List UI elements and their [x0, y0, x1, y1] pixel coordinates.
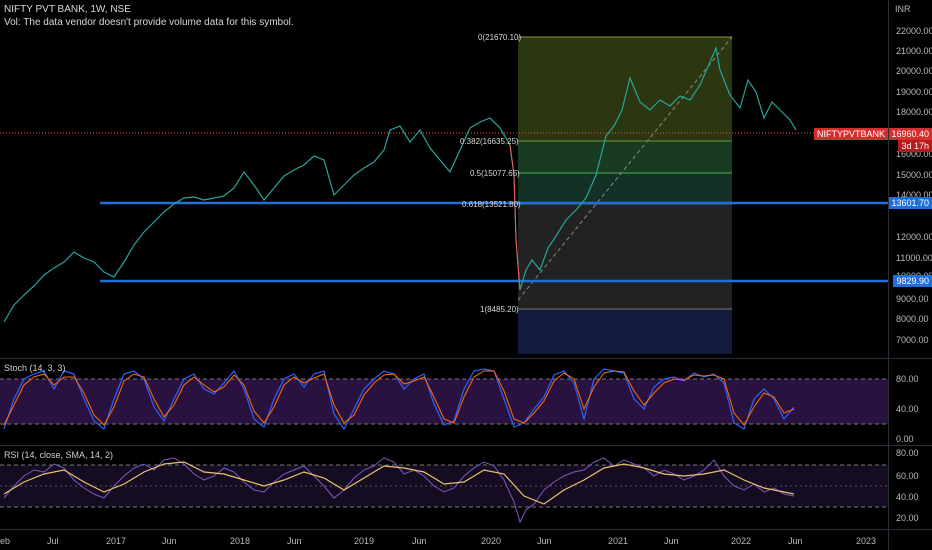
time-tick: Jun [412, 536, 427, 546]
stoch-band [0, 379, 888, 424]
price-series-down [509, 144, 521, 291]
time-tick: 2019 [354, 536, 375, 546]
fib-zone-0-0382 [518, 37, 732, 141]
time-axis-separator [0, 529, 932, 530]
price-tick: 7000.00 [896, 335, 929, 345]
level-lower-label[interactable]: 9829.90 [893, 275, 932, 287]
stoch-title[interactable]: Stoch (14, 3, 3) [4, 363, 66, 373]
time-tick: Jun [788, 536, 803, 546]
price-tick: 14000.00 [896, 190, 932, 200]
price-axis-border [888, 0, 889, 550]
rsi-line [3, 457, 795, 524]
time-tick: eb [0, 536, 11, 546]
price-tick: 8000.00 [896, 314, 929, 324]
price-tick: 11000.00 [896, 253, 932, 263]
price-series [3, 45, 797, 323]
time-tick: 2018 [230, 536, 251, 546]
fib-label-0: 0(21670.10) [478, 33, 522, 42]
price-tick: 15000.00 [896, 170, 932, 180]
fib-label-1: 1(8485.20) [480, 305, 519, 314]
time-tick: Jul [47, 536, 59, 546]
rsi-ma-line [3, 461, 795, 505]
fib-zone-extension [518, 309, 732, 354]
fib-zone-05-0618 [518, 173, 732, 204]
price-tick: 9000.00 [896, 294, 929, 304]
price-tick: 21000.00 [896, 46, 932, 56]
time-tick: 2020 [481, 536, 502, 546]
stoch-tick: 0.00 [896, 434, 914, 444]
fib-label-0618: 0.618(13521.80) [462, 200, 521, 209]
stoch-tick: 80.00 [896, 374, 919, 384]
volume-note: Vol: The data vendor doesn't provide vol… [4, 17, 294, 28]
fib-label-0382: 0.382(16635.25) [460, 137, 519, 146]
time-tick: Jun [537, 536, 552, 546]
rsi-title[interactable]: RSI (14, close, SMA, 14, 2) [4, 450, 114, 460]
chart-title: NIFTY PVT BANK, 1W, NSE [4, 4, 131, 15]
price-tick: 18000.00 [896, 107, 932, 117]
price-tick: 19000.00 [896, 87, 932, 97]
time-tick: 2017 [106, 536, 127, 546]
fib-retracement[interactable] [517, 36, 733, 354]
fib-zone-0618-1 [518, 204, 732, 309]
fib-label-05: 0.5(15077.65) [470, 169, 520, 178]
currency-label: INR [895, 4, 911, 14]
time-tick: 2023 [856, 536, 877, 546]
stoch-tick: 40.00 [896, 404, 919, 414]
time-tick: Jun [162, 536, 177, 546]
stoch-d-line [3, 370, 795, 426]
stoch-k-line [3, 368, 795, 431]
price-tick: 12000.00 [896, 232, 932, 242]
price-tick: 16000.00 [896, 149, 932, 159]
fib-trend-line [517, 36, 733, 301]
rsi-pane[interactable] [0, 446, 888, 528]
rsi-tick: 60.00 [896, 471, 919, 481]
rsi-tick: 40.00 [896, 492, 919, 502]
level-upper-label[interactable]: 13601.70 [888, 197, 932, 209]
price-tick: 22000.00 [896, 26, 932, 36]
countdown-label: 3d 17h [898, 140, 932, 152]
time-tick: 2021 [608, 536, 629, 546]
time-tick: Jun [664, 536, 679, 546]
symbol-tag[interactable]: NIFTYPVTBANK [813, 128, 888, 140]
stoch-pane[interactable] [0, 359, 888, 444]
fib-zone-0382-05 [518, 141, 732, 173]
time-tick: Jun [287, 536, 302, 546]
last-price-label: 16960.40 [888, 128, 932, 140]
rsi-tick: 80.00 [896, 448, 919, 458]
rsi-tick: 20.00 [896, 513, 919, 523]
rsi-band [0, 465, 888, 507]
pane-separator[interactable] [0, 358, 932, 359]
time-tick: 2022 [731, 536, 752, 546]
price-tick: 20000.00 [896, 66, 932, 76]
main-chart[interactable] [0, 0, 888, 358]
pane-separator[interactable] [0, 445, 932, 446]
